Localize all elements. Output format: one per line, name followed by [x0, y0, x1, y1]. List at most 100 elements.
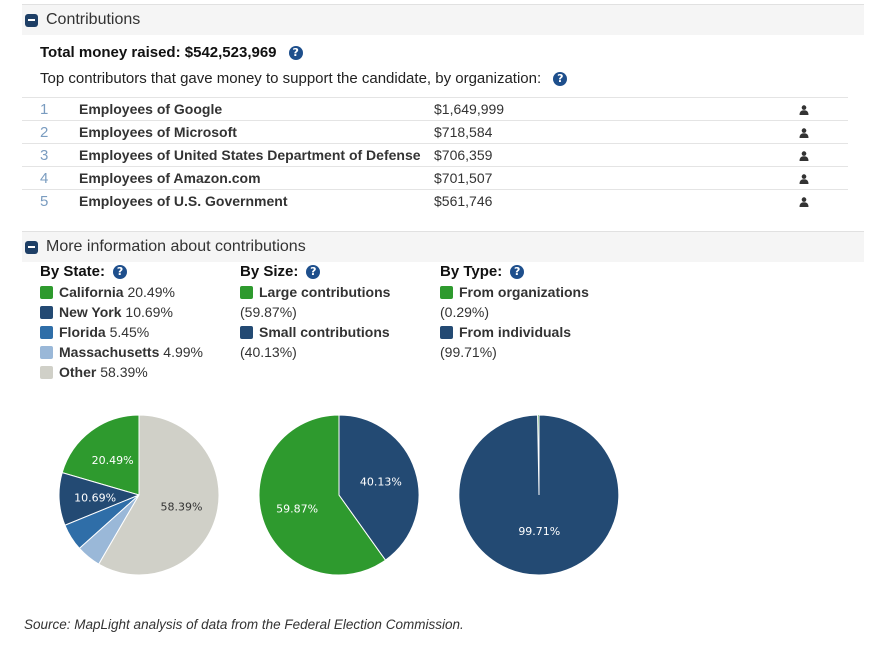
- legend-item: Large contributions: [240, 282, 440, 302]
- top-description-text: Top contributors that gave money to supp…: [40, 70, 542, 87]
- legend-swatch: [440, 286, 453, 299]
- pie-slice-other[interactable]: [98, 414, 220, 576]
- person-icon[interactable]: [799, 128, 809, 138]
- pie-slice-label: 99.71%: [518, 525, 560, 538]
- person-icon-cell[interactable]: [759, 97, 848, 121]
- top-contributors-table: 1 Employees of Google $1,649,999 2 Emplo…: [22, 97, 848, 212]
- legend-value: (99.71%): [440, 344, 497, 360]
- legend-item: From organizations: [440, 282, 640, 302]
- rank: 3: [22, 143, 79, 167]
- legend-swatch: [40, 286, 53, 299]
- legend-swatch: [40, 306, 53, 319]
- org-name: Employees of U.S. Government: [79, 189, 434, 212]
- legend-value: 5.45%: [109, 324, 150, 340]
- amount: $718,584: [434, 120, 759, 144]
- legend-value: 10.69%: [125, 304, 173, 320]
- legend-label: Small contributions: [259, 324, 390, 340]
- total-label: Total money raised:: [40, 44, 181, 61]
- pie-slice-large-contributions[interactable]: [258, 414, 387, 576]
- amount: $701,507: [434, 166, 759, 190]
- by-size-legend: By Size:? Large contributions (59.87%) S…: [240, 263, 440, 362]
- top-contributors-description: Top contributors that gave money to supp…: [40, 70, 568, 87]
- help-icon[interactable]: ?: [553, 72, 568, 87]
- legend-swatch: [440, 326, 453, 339]
- legend-swatch: [40, 346, 53, 359]
- contributions-header[interactable]: Contributions: [22, 4, 864, 35]
- legend-item: Other 58.39%: [40, 362, 240, 382]
- help-icon[interactable]: ?: [510, 265, 525, 280]
- total-raised: Total money raised: $542,523,969 ?: [40, 44, 303, 61]
- pie-slice-from-individuals[interactable]: [458, 414, 620, 576]
- help-icon[interactable]: ?: [288, 46, 303, 61]
- rank: 2: [22, 120, 79, 144]
- by-type-title: By Type:: [440, 263, 503, 280]
- by-type-heading: By Type:?: [440, 263, 640, 280]
- person-icon[interactable]: [799, 197, 809, 207]
- table-row: 4 Employees of Amazon.com $701,507: [22, 166, 848, 190]
- table-row: 3 Employees of United States Department …: [22, 143, 848, 167]
- legend-label: Other: [59, 364, 97, 380]
- org-name: Employees of United States Department of…: [79, 143, 434, 167]
- legend-label: California: [59, 284, 124, 300]
- more-info-header[interactable]: More information about contributions: [22, 231, 864, 262]
- legend-value: (40.13%): [240, 344, 297, 360]
- legend-label: Large contributions: [259, 284, 391, 300]
- legend-value: 58.39%: [100, 364, 148, 380]
- rank: 5: [22, 189, 79, 212]
- person-icon-cell[interactable]: [759, 189, 848, 212]
- org-name: Employees of Amazon.com: [79, 166, 434, 190]
- by-size-title: By Size:: [240, 263, 299, 280]
- legend-value: (0.29%): [440, 304, 490, 320]
- by-size-heading: By Size:?: [240, 263, 440, 280]
- by-state-title: By State:: [40, 263, 106, 280]
- person-icon[interactable]: [799, 151, 809, 161]
- legend-item: From individuals: [440, 322, 640, 342]
- table-row: 2 Employees of Microsoft $718,584: [22, 120, 848, 144]
- legend-swatch: [240, 326, 253, 339]
- collapse-icon[interactable]: [25, 240, 38, 254]
- person-icon-cell[interactable]: [759, 120, 848, 144]
- by-size-pie-chart: 59.87% 40.13%: [258, 414, 420, 576]
- table-row: 5 Employees of U.S. Government $561,746: [22, 189, 848, 212]
- pie-slice-label: 20.49%: [92, 454, 134, 467]
- legend-label: Massachusetts: [59, 344, 160, 360]
- org-name: Employees of Microsoft: [79, 120, 434, 144]
- legend-label: New York: [59, 304, 122, 320]
- by-type-pie-chart: 99.71%: [458, 414, 620, 576]
- amount: $1,649,999: [434, 97, 759, 121]
- legend-value: 4.99%: [163, 344, 203, 360]
- legend-label: Florida: [59, 324, 106, 340]
- org-name: Employees of Google: [79, 97, 434, 121]
- by-state-pie-chart: 20.49% 10.69% 58.39%: [58, 414, 220, 576]
- pie-slice-small-contributions[interactable]: [338, 414, 420, 561]
- legend-value: 20.49%: [127, 284, 175, 300]
- by-state-heading: By State:?: [40, 263, 240, 280]
- pie-slice-label: 58.39%: [161, 501, 203, 514]
- amount: $706,359: [434, 143, 759, 167]
- help-icon[interactable]: ?: [113, 265, 128, 280]
- table-row: 1 Employees of Google $1,649,999: [22, 97, 848, 121]
- by-type-legend: By Type:? From organizations (0.29%) Fro…: [440, 263, 640, 362]
- person-icon[interactable]: [799, 174, 809, 184]
- more-info-title: More information about contributions: [46, 238, 306, 255]
- help-icon[interactable]: ?: [306, 265, 321, 280]
- legend-swatch: [40, 326, 53, 339]
- person-icon-cell[interactable]: [759, 143, 848, 167]
- pie-slice-california[interactable]: [61, 414, 140, 496]
- by-state-legend: By State:? California 20.49% New York 10…: [40, 263, 240, 382]
- legend-item: California 20.49%: [40, 282, 240, 302]
- legend-item: Small contributions: [240, 322, 440, 342]
- person-icon[interactable]: [799, 105, 809, 115]
- legend-swatch: [240, 286, 253, 299]
- collapse-icon[interactable]: [25, 13, 38, 27]
- source-note: Source: MapLight analysis of data from t…: [24, 617, 464, 632]
- legend-item: New York 10.69%: [40, 302, 240, 322]
- pie-slice-label: 40.13%: [360, 476, 402, 489]
- person-icon-cell[interactable]: [759, 166, 848, 190]
- legend-item: Florida 5.45%: [40, 322, 240, 342]
- amount: $561,746: [434, 189, 759, 212]
- legend-label: From individuals: [459, 324, 572, 340]
- rank: 4: [22, 166, 79, 190]
- legend-value: (59.87%): [240, 304, 297, 320]
- legend-swatch: [40, 366, 53, 379]
